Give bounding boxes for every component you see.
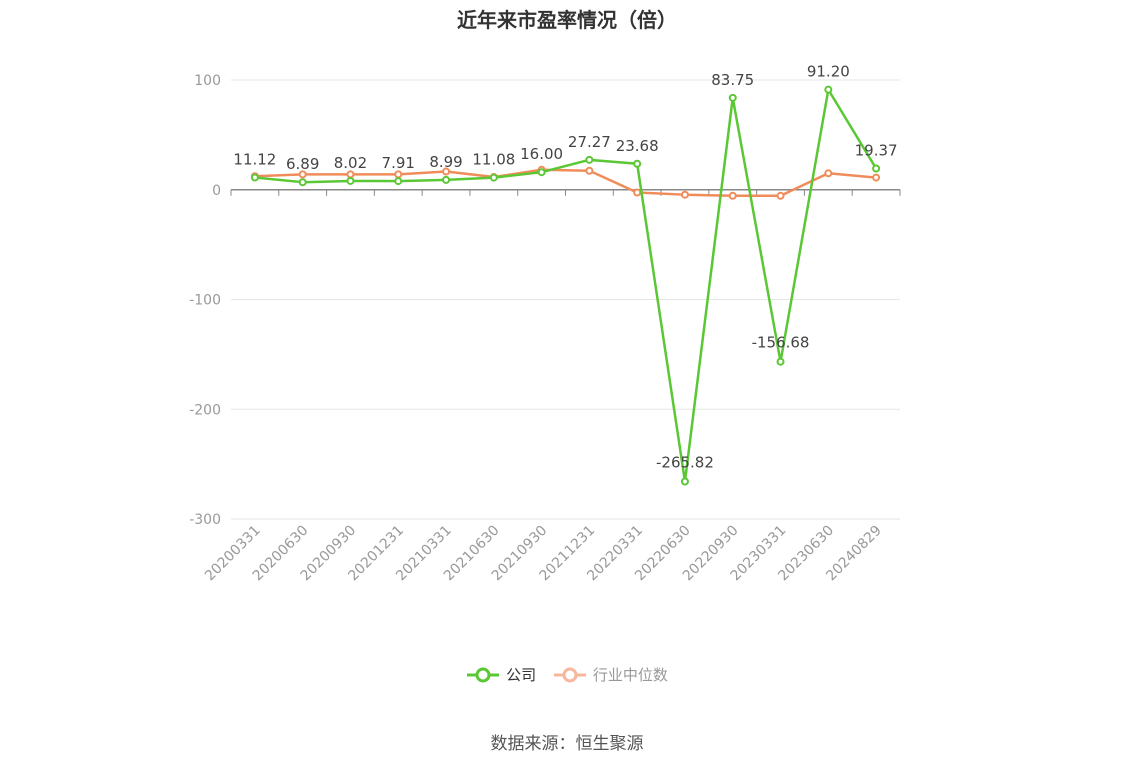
data-point-industry	[442, 167, 451, 176]
chart-title: 近年来市盈率情况（倍）	[457, 8, 677, 32]
data-label: 8.02	[334, 154, 367, 172]
legend-company-marker-icon	[467, 667, 500, 682]
data-point-company	[537, 168, 546, 177]
data-point-industry	[585, 166, 594, 175]
data-point-industry	[633, 188, 642, 197]
series-lines	[250, 85, 881, 486]
data-label: -156.68	[752, 334, 810, 352]
data-point-company	[680, 477, 689, 486]
data-label: 19.37	[855, 141, 898, 159]
data-point-company	[633, 159, 642, 168]
data-point-industry	[776, 191, 785, 200]
data-label: -265.82	[656, 453, 714, 471]
series-line-industry	[254, 168, 877, 198]
data-point-company	[346, 176, 355, 185]
data-point-company	[489, 173, 498, 182]
data-label: 83.75	[711, 71, 754, 89]
data-label: 6.89	[286, 155, 319, 173]
data-label: 91.20	[807, 63, 850, 81]
data-point-company	[824, 85, 833, 94]
y-tick-label: 0	[212, 183, 221, 199]
data-point-industry	[728, 191, 737, 200]
data-label: 11.08	[472, 151, 515, 169]
data-label: 16.00	[520, 145, 563, 163]
data-labels: 11.12 6.89 8.02 7.91 8.99 11.08 16.00 27.27 23.6…	[233, 63, 897, 472]
data-point-company	[872, 164, 881, 173]
data-label: 7.91	[382, 154, 415, 172]
data-point-industry	[824, 169, 833, 178]
data-point-industry	[298, 170, 307, 179]
data-point-industry	[346, 170, 355, 179]
data-label: 8.99	[429, 153, 462, 171]
legend-industry-marker-icon	[553, 667, 586, 682]
data-point-company	[442, 175, 451, 184]
legend-company-label: 公司	[506, 666, 537, 684]
grid-lines	[231, 79, 900, 520]
legend-item-industry[interactable]: 行业中位数	[553, 664, 668, 685]
data-point-industry	[872, 173, 881, 182]
legend-industry-label: 行业中位数	[592, 666, 668, 684]
data-point-company	[394, 177, 403, 186]
y-tick-label: -200	[189, 402, 221, 418]
y-tick-label: -100	[189, 293, 221, 309]
data-point-company	[585, 155, 594, 164]
data-point-company	[298, 178, 307, 187]
legend-item-company[interactable]: 公司	[466, 664, 536, 685]
legend: 公司 行业中位数	[0, 664, 1134, 688]
y-tick-label: 100	[194, 73, 221, 89]
data-label: 23.68	[616, 137, 659, 155]
data-point-company	[776, 357, 785, 366]
series-line-company	[254, 88, 878, 483]
data-point-company	[250, 173, 259, 182]
y-tick-label: -300	[189, 512, 221, 528]
data-label: 27.27	[568, 133, 611, 151]
data-point-company	[728, 93, 737, 102]
source-note: 数据来源：恒生聚源	[490, 734, 644, 754]
data-point-industry	[394, 170, 403, 179]
data-point-industry	[680, 190, 689, 199]
data-label: 11.12	[233, 151, 276, 169]
